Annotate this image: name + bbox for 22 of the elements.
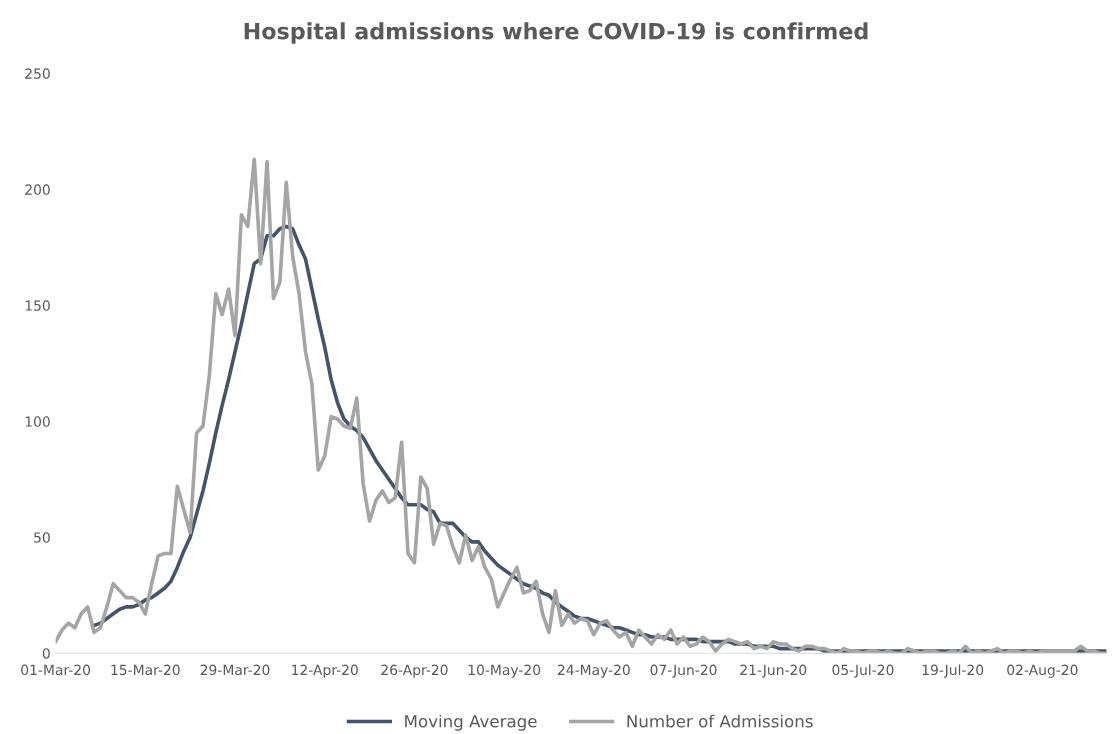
x-tick-label: 12-Apr-20 — [292, 664, 358, 678]
legend-label: Moving Average — [405, 714, 537, 731]
x-tick-label: 10-May-20 — [468, 664, 541, 678]
line-series — [55, 157, 1107, 654]
y-tick-label: 250 — [25, 68, 50, 79]
x-tick-label: 02-Aug-20 — [1007, 664, 1078, 678]
y-tick-label: 0 — [42, 648, 50, 659]
x-tick-label: 21-Jun-20 — [740, 664, 807, 678]
x-tick-label: 15-Mar-20 — [111, 664, 180, 676]
y-tick-label: 100 — [25, 416, 50, 427]
y-tick-label: 50 — [34, 532, 50, 543]
x-tick-label: 29-Mar-20 — [200, 664, 270, 676]
x-tick-label: 07-Jun-20 — [650, 664, 717, 678]
x-tick-label: 01-Mar-20 — [21, 664, 91, 676]
chart-title: Hospital admissions where COVID-19 is confirmed — [244, 22, 868, 44]
x-tick-label: 05-Jul-20 — [832, 664, 894, 678]
y-tick-label: 200 — [25, 184, 50, 195]
x-tick-label: 19-Jul-20 — [922, 664, 984, 678]
legend-label: Number of Admissions — [627, 714, 813, 728]
x-tick-label: 24-May-20 — [557, 664, 630, 678]
y-tick-label: 150 — [25, 300, 50, 311]
x-tick-label: 26-Apr-20 — [381, 664, 448, 678]
